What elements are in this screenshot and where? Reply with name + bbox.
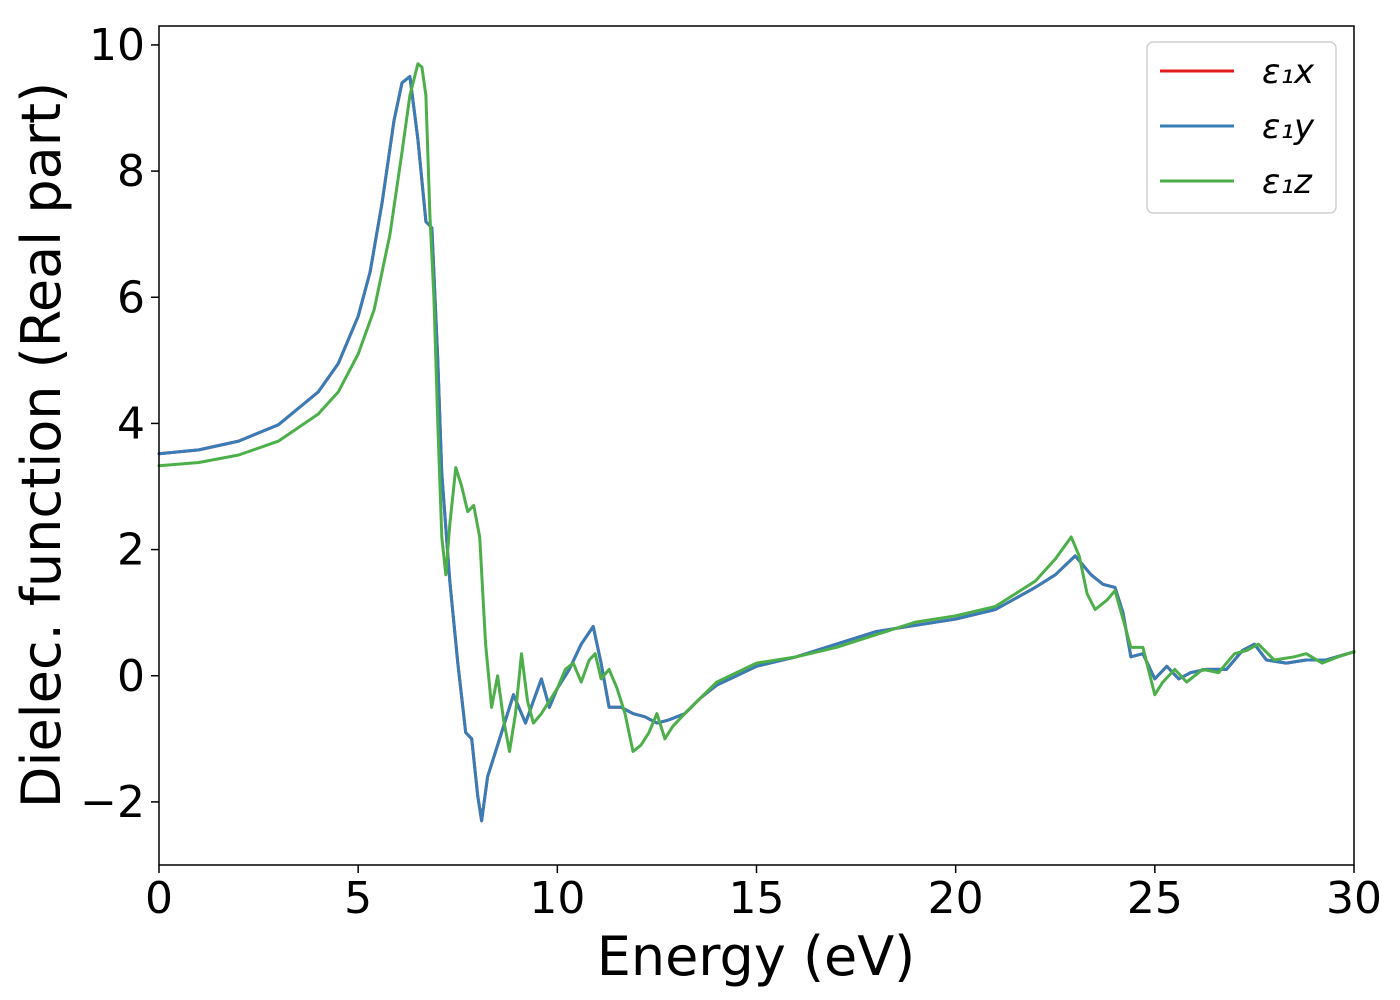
x-tick-label: 15 (729, 873, 785, 924)
x-tick-label: 20 (928, 873, 984, 924)
y-axis: −2 0 2 4 6 8 10 (80, 20, 159, 828)
x-tick-label: 0 (145, 873, 173, 924)
y-tick-label: 6 (117, 272, 145, 323)
y-tick-label: 2 (117, 525, 145, 576)
y-tick-label: 8 (117, 146, 145, 197)
y-tick-label: −2 (80, 777, 145, 828)
y-axis-label: Dielec. function (Real part) (10, 82, 73, 808)
x-tick-label: 30 (1326, 873, 1382, 924)
series-line-1 (157, 75, 1356, 823)
series-layer (157, 62, 1356, 823)
x-tick-label: 5 (344, 873, 372, 924)
x-tick-label: 10 (529, 873, 585, 924)
x-tick-label: 25 (1127, 873, 1183, 924)
x-axis: 0 5 10 15 20 25 30 (145, 865, 1382, 924)
x-axis-label: Energy (eV) (597, 925, 916, 988)
legend-label-1: ε₁y (1262, 107, 1315, 147)
legend-box (1146, 41, 1337, 214)
legend-label-0: ε₁x (1262, 52, 1315, 92)
y-tick-label: 0 (117, 651, 145, 702)
series-line-2 (157, 62, 1356, 753)
y-tick-label: 4 (117, 398, 145, 449)
legend: ε₁x ε₁y ε₁z (1146, 41, 1337, 214)
y-tick-label: 10 (89, 20, 145, 71)
legend-label-2: ε₁z (1262, 162, 1313, 202)
